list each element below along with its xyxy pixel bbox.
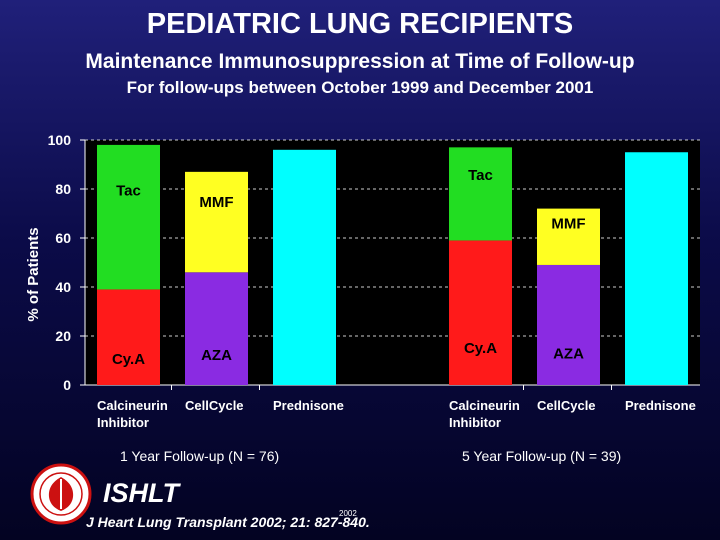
x-tick-label: CellCycle: [185, 398, 244, 413]
segment-label: Cy.A: [464, 340, 497, 357]
x-tick-label: Prednisone: [625, 398, 696, 413]
x-tick-label: CellCycle: [537, 398, 596, 413]
y-tick-label: 80: [55, 181, 71, 197]
y-tick-label: 100: [48, 132, 72, 148]
bar-segment: [449, 240, 512, 385]
y-tick-label: 20: [55, 328, 71, 344]
bar-segment: [97, 289, 160, 385]
group-label-5-year: 5 Year Follow-up (N = 39): [462, 448, 622, 464]
plot-area: [85, 140, 700, 385]
bar-segment: [537, 208, 600, 265]
segment-label: AZA: [553, 346, 584, 363]
bar-segment: [449, 147, 512, 241]
bar-segment: [537, 264, 600, 385]
y-tick-label: 60: [55, 230, 71, 246]
x-tick-label: Calcineurin Inhibitor: [97, 398, 168, 430]
chart-title: PEDIATRIC LUNG RECIPIENTS: [146, 8, 574, 40]
bar-segment: [625, 152, 688, 385]
segment-label: Tac: [116, 182, 141, 199]
chart-subtitle: Maintenance Immunosuppression at Time of…: [85, 50, 635, 73]
bar-segment: [185, 272, 248, 385]
segment-label: Cy.A: [112, 351, 145, 368]
segment-label: MMF: [199, 194, 233, 211]
bar-segment: [185, 171, 248, 273]
ishlt-logo-icon: [30, 463, 92, 525]
segment-label: MMF: [551, 215, 585, 232]
citation: J Heart Lung Transplant 2002; 21: 827-84…: [86, 514, 370, 530]
y-tick-label: 0: [63, 377, 71, 393]
bar-segment: [273, 149, 336, 385]
segment-label: Tac: [468, 167, 493, 184]
citation-year: 2002: [339, 509, 357, 518]
group-label-1-year: 1 Year Follow-up (N = 76): [120, 448, 280, 464]
chart-date-range: For follow-ups between October 1999 and …: [126, 78, 594, 97]
segment-label: AZA: [201, 347, 232, 364]
bar-segment: [97, 144, 160, 290]
x-tick-label: Calcineurin Inhibitor: [449, 398, 520, 430]
x-tick-label: Prednisone: [273, 398, 344, 413]
y-axis-label: % of Patients: [25, 227, 42, 321]
org-name: ISHLT: [103, 478, 179, 508]
y-tick-label: 40: [55, 279, 71, 295]
